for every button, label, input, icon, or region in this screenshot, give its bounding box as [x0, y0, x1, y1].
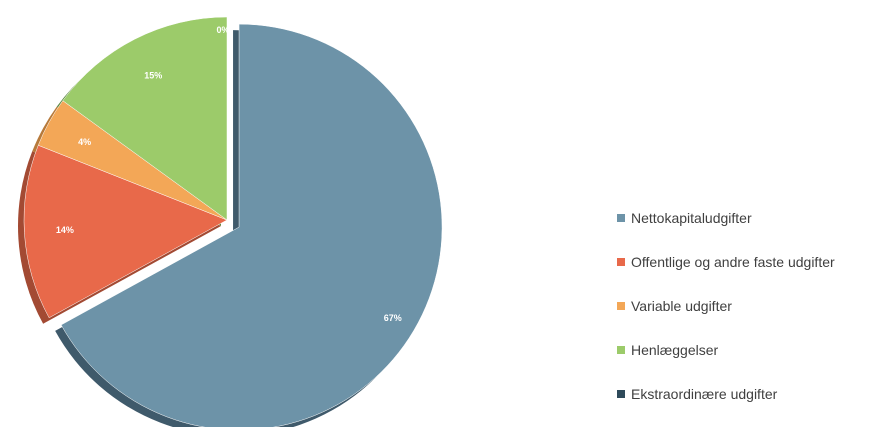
legend-item: Offentlige og andre faste udgifter [617, 252, 893, 272]
legend-item: Ekstraordinære udgifter [617, 384, 893, 404]
data-label: 15% [144, 70, 162, 80]
legend-item: Nettokapitaludgifter [617, 208, 893, 228]
legend-label: Ekstraordinære udgifter [631, 386, 778, 402]
legend-swatch [617, 302, 625, 310]
pie-slice-henl-ggelser [62, 16, 228, 221]
legend-swatch [617, 214, 625, 222]
legend-item: Variable udgifter [617, 296, 893, 316]
legend-swatch [617, 346, 625, 354]
data-label: 0% [216, 25, 229, 35]
legend-label: Offentlige og andre faste udgifter [631, 254, 835, 270]
data-label: 4% [78, 137, 91, 147]
data-label: 14% [56, 225, 74, 235]
legend-swatch [617, 258, 625, 266]
data-label: 67% [384, 313, 402, 323]
legend-label: Henlæggelser [631, 342, 719, 358]
pie-slice-offentlige-og-andre-faste-udgifter [23, 144, 228, 319]
legend-label: Variable udgifter [631, 298, 732, 314]
legend-swatch [617, 390, 625, 398]
chart-legend: Nettokapitaludgifter Offentlige og andre … [617, 208, 893, 428]
pie-slice-nettokapitaludgifter [60, 23, 443, 427]
legend-item: Henlæggelser [617, 340, 893, 360]
legend-label: Nettokapitaludgifter [631, 210, 752, 226]
